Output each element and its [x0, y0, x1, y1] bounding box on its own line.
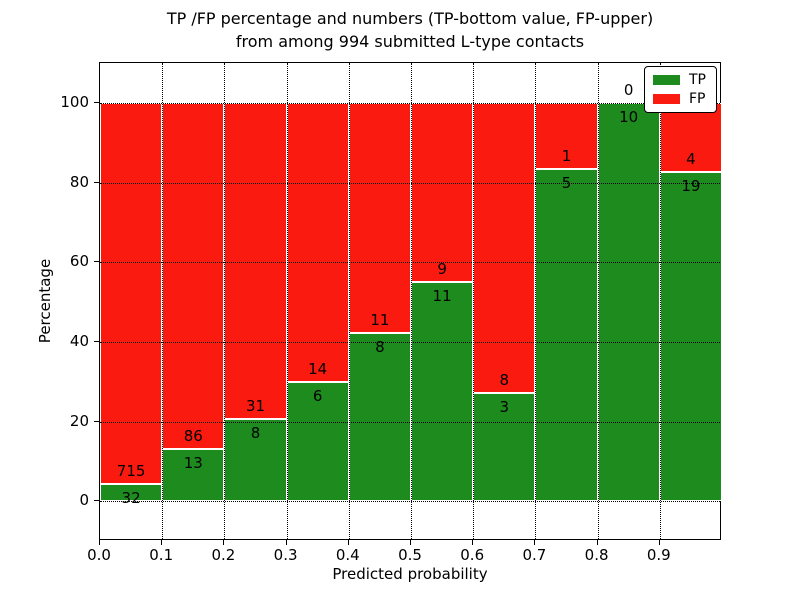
x-tick-0.7: [534, 540, 536, 545]
y-tick-20: [94, 420, 99, 422]
y-axis-label: Percentage: [36, 258, 54, 344]
bar-segment-fp-3: [286, 102, 349, 382]
x-tick-label-0.1: 0.1: [149, 546, 174, 564]
bar-segment-fp-4: [348, 102, 411, 334]
legend: TP FP: [644, 66, 717, 113]
fp-count-label-3: 14: [308, 359, 328, 378]
tp-count-label-3: 6: [312, 386, 323, 405]
fp-count-label-1: 86: [183, 426, 203, 445]
x-tick-0.0: [99, 540, 100, 545]
bar-segment-tp-6: [473, 392, 536, 502]
tp-count-label-2: 8: [250, 424, 261, 443]
y-tick-0: [94, 500, 99, 502]
x-tick-label-0.2: 0.2: [211, 546, 236, 564]
fp-count-label-9: 4: [686, 150, 696, 169]
tp-count-label-9: 19: [681, 177, 701, 196]
x-tick-0.2: [223, 540, 225, 545]
y-tick-100: [94, 101, 99, 103]
legend-swatch-fp: [653, 94, 680, 104]
bar-segment-tp-7: [535, 169, 598, 502]
legend-entry-fp: FP: [653, 92, 706, 106]
chart-title: TP /FP percentage and numbers (TP-bottom…: [99, 7, 721, 53]
y-tick-label-20: 20: [69, 411, 89, 430]
y-tick-60: [94, 261, 99, 263]
fp-count-label-6: 8: [499, 370, 510, 389]
bar-segment-tp-1: [162, 448, 225, 502]
fp-count-label-4: 11: [370, 311, 390, 330]
bars-layer: [100, 63, 722, 539]
legend-label-tp: TP: [689, 72, 706, 88]
bar-segment-tp-0: [100, 484, 163, 502]
y-tick-label-60: 60: [69, 252, 89, 271]
fp-count-label-7: 1: [561, 147, 572, 166]
y-tick-40: [94, 340, 99, 342]
tp-count-label-7: 5: [561, 174, 572, 193]
x-tick-label-0.5: 0.5: [398, 546, 422, 564]
fp-count-label-5: 9: [437, 260, 447, 279]
x-tick-label-0.3: 0.3: [273, 546, 298, 564]
tp-count-label-4: 8: [375, 338, 385, 357]
legend-swatch-tp: [653, 75, 680, 85]
x-tick-label-0.6: 0.6: [460, 546, 485, 564]
x-tick-label-0.0: 0.0: [87, 546, 111, 564]
bar-segment-fp-7: [535, 102, 598, 170]
y-tick-label-100: 100: [60, 92, 89, 111]
x-tick-0.5: [410, 540, 411, 545]
tp-count-label-5: 11: [432, 287, 452, 306]
bar-segment-tp-5: [411, 282, 474, 502]
x-tick-0.6: [472, 540, 474, 545]
x-tick-label-0.8: 0.8: [584, 546, 609, 564]
x-tick-0.9: [658, 540, 660, 545]
x-tick-label-0.4: 0.4: [335, 546, 360, 564]
legend-label-fp: FP: [689, 91, 706, 107]
plot-area: 715 32 86 13 31 8 14 6 11 8 9 11 8 3 1 5 0 10 4 19 TP FP: [99, 62, 722, 540]
fp-count-label-0: 715: [116, 462, 146, 481]
chart-title-line1: TP /FP percentage and numbers (TP-bottom…: [166, 9, 654, 28]
x-tick-label-0.7: 0.7: [522, 546, 547, 564]
x-tick-label-0.9: 0.9: [646, 546, 671, 564]
x-tick-0.8: [596, 540, 598, 545]
fp-count-label-2: 31: [245, 397, 266, 416]
bar-segment-fp-1: [162, 102, 225, 449]
y-tick-label-80: 80: [69, 172, 89, 191]
tp-count-label-1: 13: [183, 453, 203, 472]
bar-count-labels-layer: 715 32 86 13 31 8 14 6 11 8 9 11 8 3 1 5 0 10 4 19: [100, 63, 720, 539]
chart-title-line2: from among 994 submitted L-type contacts: [235, 32, 585, 51]
tp-count-label-8: 10: [619, 107, 639, 126]
bar-segment-fp-9: [659, 102, 722, 173]
tp-count-label-0: 32: [121, 489, 141, 508]
y-tick-80: [94, 181, 99, 183]
bar-segment-fp-0: [100, 102, 163, 485]
fp-count-label-8: 0: [623, 80, 634, 99]
x-tick-0.3: [285, 540, 287, 545]
tp-count-label-6: 3: [499, 397, 510, 416]
legend-entry-tp: TP: [653, 73, 706, 87]
x-tick-0.1: [161, 540, 163, 545]
y-tick-label-0: 0: [79, 491, 89, 510]
y-tick-label-40: 40: [69, 331, 89, 350]
bar-segment-tp-9: [659, 172, 722, 502]
x-tick-0.4: [347, 540, 349, 545]
x-axis-label: Predicted probability: [332, 565, 488, 583]
